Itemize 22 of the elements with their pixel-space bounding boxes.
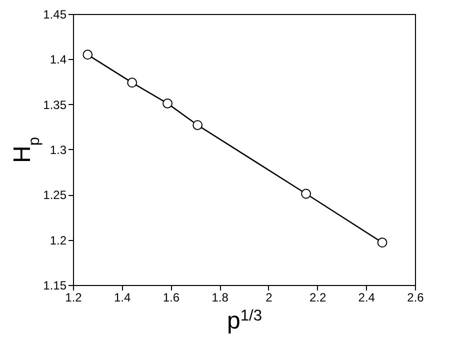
point: [377, 238, 388, 248]
x-tick-label: 2: [266, 290, 273, 304]
point: [192, 120, 203, 130]
y-tick-label: 1.25: [43, 188, 67, 202]
x-tick-label: 2.4: [358, 290, 376, 304]
y-tick-label: 1.35: [43, 98, 67, 112]
point: [82, 50, 93, 60]
x-axis-title: p$^{1/3}$: [226, 307, 262, 334]
y-tick-label: 1.15: [43, 278, 67, 292]
y-tick-label: 1.3: [50, 143, 67, 157]
y-tick-label: 1.2: [50, 233, 67, 248]
y-tick-label: 1.45: [43, 8, 67, 22]
x-tick-label: 1.6: [162, 290, 180, 304]
x-tick-label: 2.6: [407, 290, 424, 304]
point: [162, 98, 173, 108]
point: [301, 188, 312, 199]
x-tick-label: 1.8: [212, 290, 229, 304]
x-tick-label: 1.4: [114, 290, 132, 304]
x-tick-label: 1.2: [65, 290, 82, 304]
point: [127, 78, 138, 88]
y-tick-label: 1.4: [50, 52, 67, 67]
x-tick-label: 2.2: [309, 290, 326, 304]
